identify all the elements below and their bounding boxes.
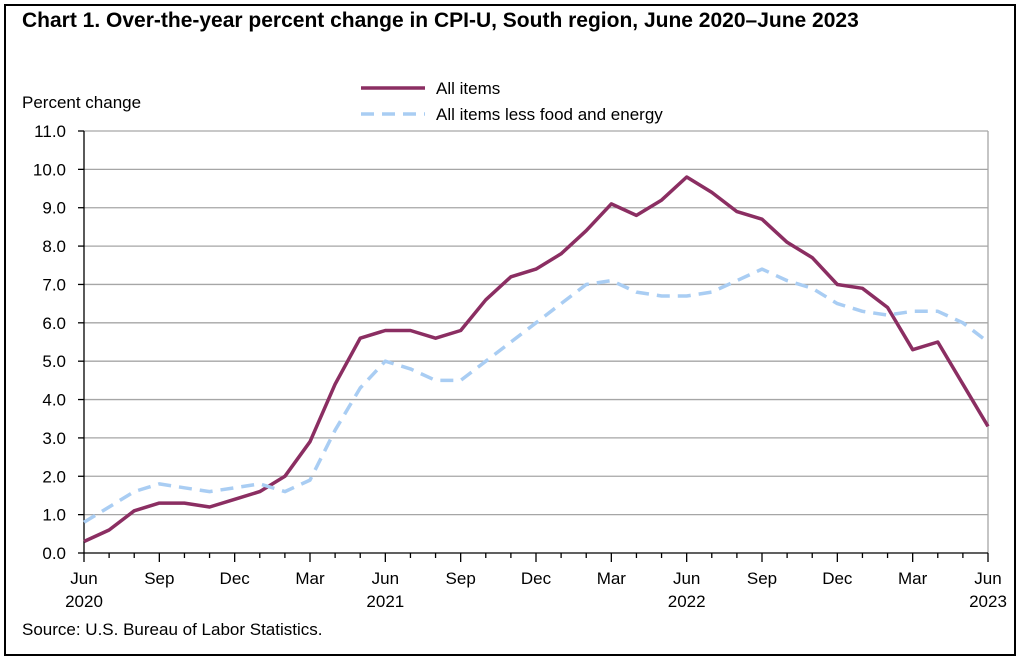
y-tick-label: 5.0 — [42, 352, 66, 371]
x-tick-year-label: 2020 — [65, 592, 103, 611]
x-tick-label: Dec — [521, 569, 552, 588]
x-tick-labels: Jun 2020 Sep Dec Mar Jun 2021 Sep Dec Mar Jun 2022 S… — [65, 569, 1007, 611]
y-tick-label: 8.0 — [42, 237, 66, 256]
y-tick-label: 2.0 — [42, 467, 66, 486]
y-tick-label: 4.0 — [42, 391, 66, 410]
series-line-core — [83, 267, 990, 524]
x-tick-label: Jun — [70, 569, 97, 588]
y-tick-label: 1.0 — [42, 506, 66, 525]
y-tick-label: 9.0 — [42, 199, 66, 218]
x-tick-label: Sep — [747, 569, 777, 588]
x-tick-label: Dec — [822, 569, 853, 588]
series-lines — [83, 175, 990, 544]
legend-label: All items less food and energy — [436, 105, 663, 124]
x-tick-label: Jun — [974, 569, 1001, 588]
chart-title: Chart 1. Over-the-year percent change in… — [22, 9, 859, 32]
y-tick-label: 0.0 — [42, 544, 66, 563]
x-tick-label: Jun — [673, 569, 700, 588]
y-axis-label: Percent change — [22, 93, 142, 112]
y-tick-label: 6.0 — [42, 314, 66, 333]
y-tick-label: 11.0 — [34, 122, 66, 141]
source-note: Source: U.S. Bureau of Labor Statistics. — [22, 620, 323, 639]
y-tick-label: 10.0 — [33, 160, 66, 179]
y-tick-label: 3.0 — [42, 429, 66, 448]
x-tick-label: Jun — [372, 569, 399, 588]
x-tick-year-label: 2023 — [969, 592, 1007, 611]
x-tick-label: Dec — [220, 569, 251, 588]
y-tick-label: 7.0 — [42, 275, 66, 294]
x-tick-year-label: 2022 — [668, 592, 706, 611]
x-tick-label: Mar — [898, 569, 928, 588]
x-tick-label: Sep — [144, 569, 174, 588]
gridlines — [84, 130, 989, 553]
series-line-all-items — [83, 175, 990, 544]
x-tick-year-label: 2021 — [366, 592, 404, 611]
y-tick-labels: 0.0 1.0 2.0 3.0 4.0 5.0 6.0 7.0 8.0 9.0 10.0 11.0 — [33, 122, 66, 563]
x-tick-label: Mar — [295, 569, 325, 588]
x-tick-label: Mar — [597, 569, 627, 588]
legend: All items All items less food and energy — [361, 79, 663, 124]
legend-label: All items — [436, 79, 500, 98]
x-tick-label: Sep — [446, 569, 476, 588]
chart-frame — [4, 4, 1016, 656]
axes — [78, 130, 989, 562]
